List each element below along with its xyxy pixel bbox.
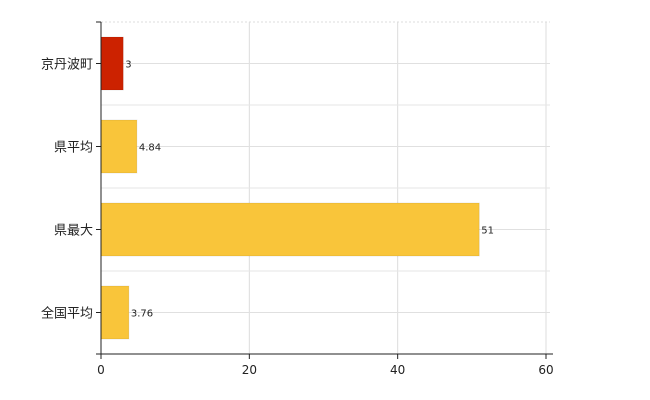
data-label-3: 3.76	[131, 309, 153, 320]
bar-0	[100, 36, 124, 91]
bar-1	[100, 119, 138, 174]
bar-3	[100, 285, 130, 340]
data-label-2: 51	[481, 226, 494, 237]
bars	[100, 36, 480, 340]
category-label-0: 京丹波町	[41, 58, 93, 73]
category-label-2: 県最大	[54, 224, 93, 239]
axes	[96, 21, 553, 359]
category-label-3: 全国平均	[41, 306, 93, 322]
x-tick-label-1: 20	[242, 363, 257, 377]
data-label-0: 3	[125, 60, 131, 71]
data-label-1: 4.84	[139, 143, 161, 154]
grid-lines	[101, 21, 550, 354]
category-label-1: 県平均	[54, 141, 93, 156]
x-tick-label-2: 40	[390, 363, 405, 377]
bar-2	[100, 202, 480, 257]
labels: 3 京丹波町 4.84 県平均 51 県最大 3.76 全国平均 0 20 40 60	[41, 58, 554, 378]
x-tick-label-3: 60	[538, 363, 553, 377]
x-tick-label-0: 0	[97, 363, 105, 377]
